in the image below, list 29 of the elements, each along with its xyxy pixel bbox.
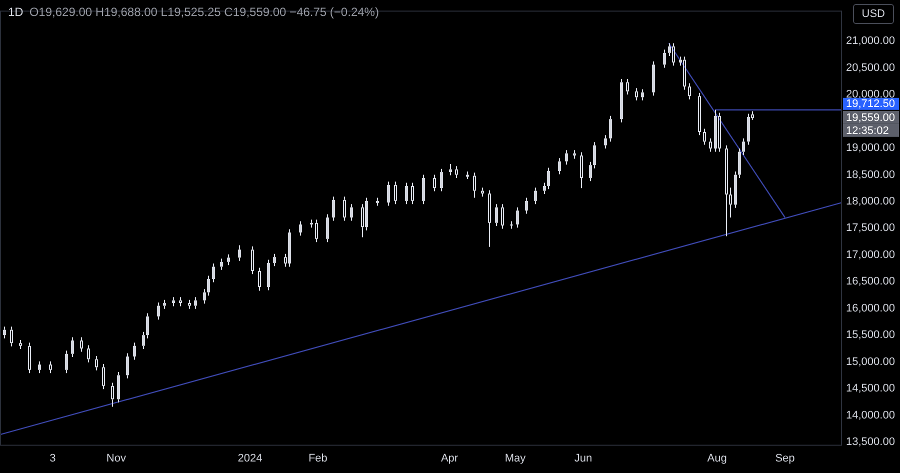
- y-tick-label: 19,000.00: [846, 142, 895, 154]
- y-tick-label: 20,500.00: [846, 62, 895, 74]
- x-tick-label: 2024: [238, 452, 262, 464]
- chart-subtitle: O19,629.00 H19,688.00 L19,525.25 C19,559.00 −46.75 (−0.24%): [29, 5, 379, 19]
- y-tick-label: 15,500.00: [846, 329, 895, 342]
- text: 19,559.00: [846, 112, 895, 124]
- text: 12:35:02: [846, 124, 889, 137]
- y-tick-label: 18,500.00: [846, 168, 895, 181]
- x-tick-label: Nov: [106, 452, 126, 464]
- y-tick-label: 16,500.00: [846, 276, 895, 288]
- x-tick-label: Apr: [440, 452, 458, 464]
- x-tick-label: Jun: [574, 452, 592, 464]
- y-tick-label: 18,000.00: [846, 196, 895, 208]
- text: 19,712.50: [846, 98, 895, 110]
- y-axis-title: USD: [852, 4, 894, 24]
- y-tick-label: 13,500.00: [846, 436, 895, 448]
- y-tick-label: 15,000.00: [846, 356, 895, 368]
- x-tick-label: May: [504, 452, 526, 464]
- chart-title: 1D: [8, 5, 24, 19]
- x-tick-label: 3: [50, 452, 56, 464]
- y-tick-label: 14,000.00: [846, 409, 895, 422]
- x-tick-label: Feb: [308, 452, 328, 464]
- y-tick-label: 17,500.00: [846, 222, 895, 234]
- x-tick-label: Sep: [775, 452, 795, 464]
- y-tick-label: 17,000.00: [846, 248, 895, 261]
- y-tick-label: 16,000.00: [846, 302, 895, 314]
- y-tick-label: 14,500.00: [846, 382, 895, 395]
- x-tick-label: Aug: [707, 452, 727, 464]
- y-tick-label: 21,000.00: [846, 35, 895, 48]
